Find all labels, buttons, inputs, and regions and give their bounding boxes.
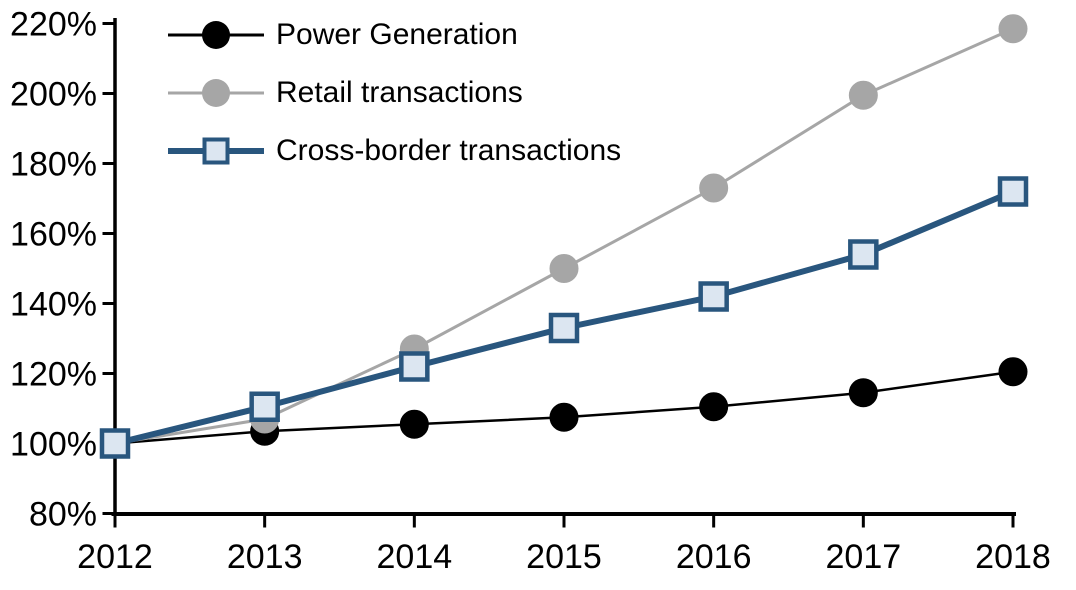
data-point-marker: [998, 357, 1028, 387]
legend-swatch-circle-black: [168, 18, 264, 52]
legend-item-cross-border-transactions: Cross-border transactions: [168, 122, 621, 180]
y-tick-label: 80%: [29, 496, 97, 534]
legend-label: Retail transactions: [276, 76, 523, 109]
y-tick-label: 200%: [10, 76, 97, 114]
data-point-marker: [699, 173, 729, 203]
y-tick-label: 100%: [10, 426, 97, 464]
data-point-marker: [249, 391, 280, 422]
y-tick-label: 220%: [10, 6, 97, 44]
data-point-marker: [698, 281, 729, 312]
data-point-marker: [848, 378, 878, 408]
y-tick-label: 120%: [10, 356, 97, 394]
data-point-marker: [99, 428, 131, 459]
y-tick-label: 160%: [10, 216, 97, 254]
x-tick-label: 2012: [77, 538, 153, 576]
x-tick-label: 2014: [377, 538, 453, 576]
x-tick-label: 2013: [227, 538, 303, 576]
legend-label: Cross-border transactions: [276, 134, 622, 167]
legend-item-retail-transactions: Retail transactions: [168, 64, 621, 122]
data-point-marker: [699, 392, 729, 422]
y-tick-label: 140%: [10, 286, 97, 324]
data-point-marker: [399, 351, 430, 382]
x-tick-label: 2015: [526, 538, 602, 576]
data-point-marker: [549, 254, 579, 283]
data-point-marker: [998, 14, 1028, 44]
legend-item-power-generation: Power Generation: [168, 6, 621, 64]
chart-legend: Power Generation Retail transactions Cro…: [168, 6, 621, 180]
data-point-marker: [848, 239, 879, 270]
data-point-marker: [549, 402, 579, 432]
legend-label: Power Generation: [276, 18, 518, 51]
legend-swatch-square-blue: [168, 134, 264, 168]
x-tick-label: 2016: [676, 538, 752, 576]
x-tick-label: 2017: [826, 538, 902, 576]
x-tick-label: 2018: [975, 538, 1051, 576]
legend-swatch-circle-gray: [168, 76, 264, 110]
data-point-marker: [548, 312, 580, 344]
data-point-marker: [997, 176, 1029, 207]
data-point-marker: [399, 409, 429, 439]
data-point-marker: [848, 80, 878, 110]
y-tick-label: 180%: [10, 146, 97, 184]
